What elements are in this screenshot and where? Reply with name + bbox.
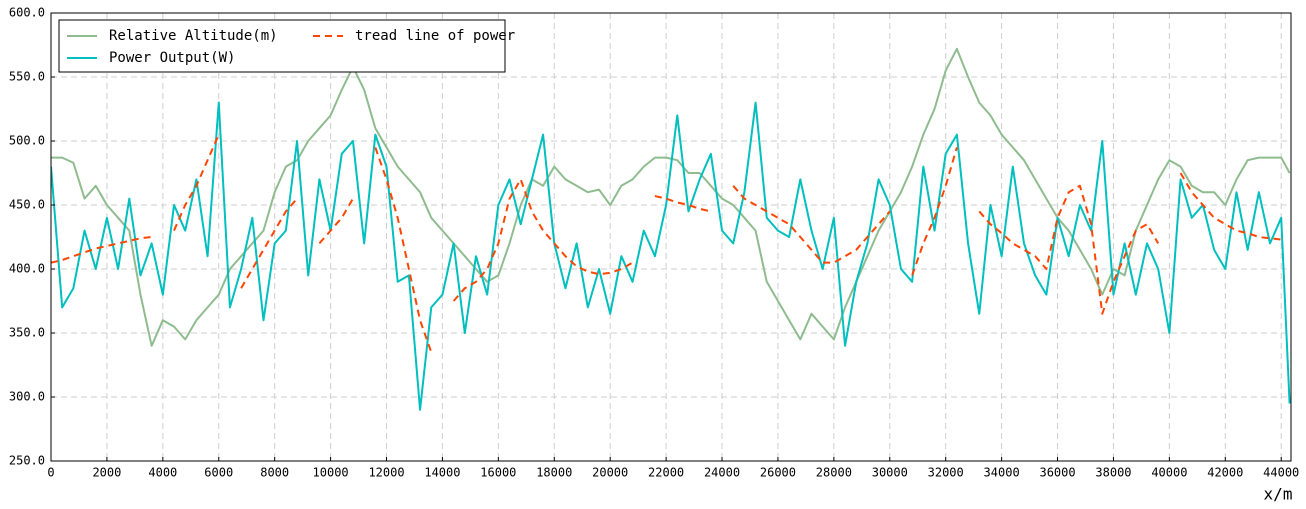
y-tick-label: 350.0 <box>9 326 45 340</box>
x-tick-label: 44000 <box>1263 466 1299 480</box>
x-tick-label: 18000 <box>536 466 572 480</box>
y-tick-label: 500.0 <box>9 134 45 148</box>
legend: Relative Altitude(m) Power Output(W) tread… <box>58 19 515 73</box>
legend-box <box>58 19 506 73</box>
x-tick-label: 30000 <box>872 466 908 480</box>
y-tick-label: 250.0 <box>9 454 45 468</box>
y-tick-label: 600.0 <box>9 6 45 20</box>
plot-frame <box>50 12 1292 462</box>
x-tick-label: 22000 <box>648 466 684 480</box>
legend-label: Relative Altitude(m) <box>109 28 278 44</box>
y-tick-label: 550.0 <box>9 70 45 84</box>
x-tick-label: 2000 <box>92 466 121 480</box>
series-line <box>51 134 1282 353</box>
x-tick-label: 34000 <box>984 466 1020 480</box>
x-tick-label: 10000 <box>313 466 349 480</box>
x-tick-label: 8000 <box>260 466 289 480</box>
x-tick-label: 32000 <box>928 466 964 480</box>
grid <box>50 12 1291 462</box>
series-line <box>51 101 1291 411</box>
legend-label: tread line of power <box>355 28 515 44</box>
x-tick-label: 4000 <box>148 466 177 480</box>
x-tick-label: 14000 <box>424 466 460 480</box>
x-tick-label: 12000 <box>368 466 404 480</box>
x-tick-label: 24000 <box>704 466 740 480</box>
axes: 250.0 300.0 350.0 400.0 450.0 500.0 550.0 600.0… <box>9 6 1299 480</box>
x-axis-label: x/m <box>1264 485 1293 504</box>
x-tick-label: 0 <box>47 466 54 480</box>
y-tick-label: 450.0 <box>9 198 45 212</box>
x-tick-label: 20000 <box>592 466 628 480</box>
x-tick-label: 40000 <box>1151 466 1187 480</box>
x-tick-label: 16000 <box>480 466 516 480</box>
x-tick-label: 26000 <box>760 466 796 480</box>
x-tick-label: 6000 <box>204 466 233 480</box>
plot-area <box>51 47 1291 411</box>
x-tick-label: 42000 <box>1207 466 1243 480</box>
x-tick-label: 28000 <box>816 466 852 480</box>
x-tick-label: 38000 <box>1095 466 1131 480</box>
legend-label: Power Output(W) <box>109 50 235 66</box>
y-tick-label: 400.0 <box>9 262 45 276</box>
x-tick-label: 36000 <box>1039 466 1075 480</box>
y-tick-label: 300.0 <box>9 390 45 404</box>
